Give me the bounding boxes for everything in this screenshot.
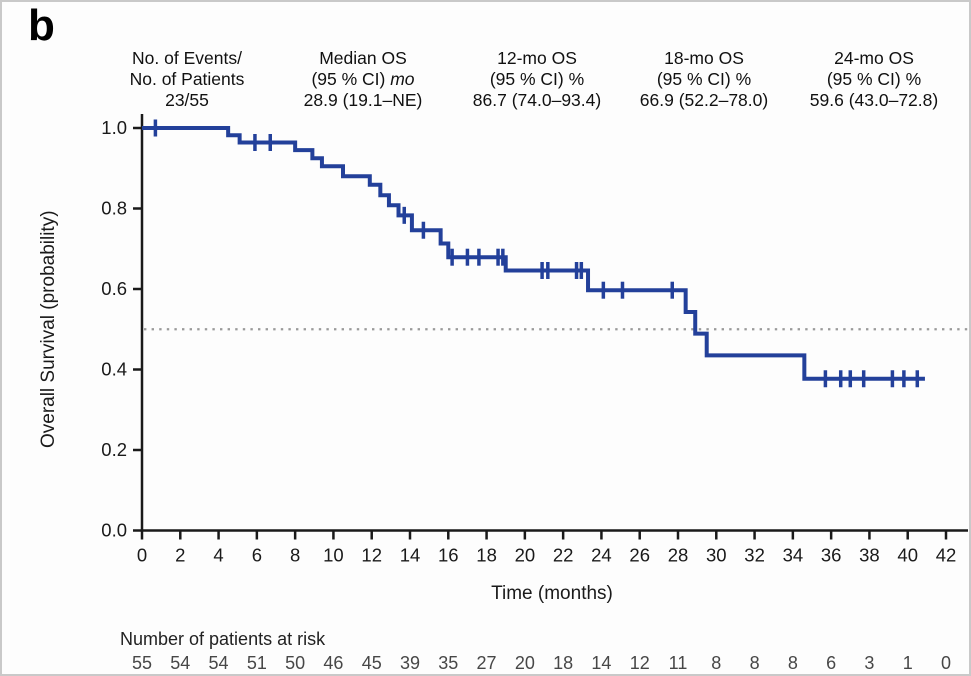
x-tick-label: 12 (361, 545, 382, 566)
stat-median-ci-prefix: (95 % CI) (311, 69, 391, 89)
stat-12mo-value: 86.7 (74.0–93.4) (472, 90, 602, 110)
risk-count: 11 (669, 653, 688, 673)
risk-count: 8 (711, 653, 721, 673)
stat-18mo-ci-label: (95 % CI) % (656, 69, 752, 89)
km-curve (142, 126, 925, 381)
risk-count: 1 (903, 653, 913, 673)
stat-12mo-ci-label: (95 % CI) % (489, 69, 585, 89)
stat-median-ci-unit: mo (390, 69, 415, 89)
risk-count: 8 (750, 653, 760, 673)
y-axis-title: Overall Survival (probability) (38, 210, 59, 448)
x-tick-label: 18 (476, 545, 497, 566)
risk-count: 54 (209, 653, 229, 673)
x-tick-label: 10 (323, 545, 344, 566)
stat-events-line1: No. of Events/ (132, 48, 242, 68)
stat-events-value: 23/55 (165, 90, 209, 110)
risk-count: 0 (941, 653, 951, 673)
stat-col-12mo-os: 12-mo OS (95 % CI) % 86.7 (74.0–93.4) (437, 48, 637, 111)
stat-12mo-title: 12-mo OS (497, 48, 577, 68)
stat-events-line2: No. of Patients (129, 69, 245, 89)
x-tick-label: 16 (438, 545, 459, 566)
x-tick-label: 26 (629, 545, 650, 566)
stat-median-ci-label: (95 % CI) mo (263, 69, 463, 90)
stat-18mo-value: 66.9 (52.2–78.0) (639, 90, 769, 110)
risk-count: 51 (247, 653, 267, 673)
panel-label: b (28, 1, 55, 50)
x-tick-label: 8 (290, 545, 300, 566)
risk-table-label: Number of patients at risk (120, 629, 326, 649)
axes (140, 114, 968, 532)
stat-median-value: 28.9 (19.1–NE) (303, 90, 423, 110)
x-tick-label: 2 (175, 545, 185, 566)
stat-median-title: Median OS (319, 48, 407, 68)
stat-col-18mo-os: 18-mo OS (95 % CI) % 66.9 (52.2–78.0) (604, 48, 804, 111)
risk-count: 6 (826, 653, 836, 673)
stat-18mo-title: 18-mo OS (664, 48, 744, 68)
y-tick-label: 0.2 (101, 439, 127, 460)
risk-count: 8 (788, 653, 798, 673)
risk-count: 18 (553, 653, 573, 673)
x-tick-label: 42 (936, 545, 957, 566)
y-tick-label: 0.8 (101, 198, 127, 219)
x-tick-label: 28 (668, 545, 689, 566)
x-tick-label: 4 (213, 545, 223, 566)
stat-24mo-ci-label: (95 % CI) % (826, 69, 922, 89)
stat-col-median-os: Median OS (95 % CI) mo 28.9 (19.1–NE) (263, 48, 463, 111)
x-tick-label: 14 (400, 545, 421, 566)
risk-count: 39 (400, 653, 420, 673)
x-tick-label: 32 (744, 545, 765, 566)
x-tick-label: 6 (252, 545, 262, 566)
stat-24mo-value: 59.6 (43.0–72.8) (809, 90, 939, 110)
y-tick-label: 0.0 (101, 520, 127, 541)
risk-count: 14 (591, 653, 611, 673)
risk-table: Number of patients at risk 55 54 54 51 50 46 45… (120, 629, 951, 673)
x-tick-label: 24 (591, 545, 612, 566)
risk-count: 12 (630, 653, 650, 673)
x-tick-label: 30 (706, 545, 727, 566)
y-axis-ticks: 0.0 0.2 0.4 0.6 0.8 1.0 (101, 117, 142, 541)
risk-count: 35 (438, 653, 458, 673)
x-axis-title: Time (months) (491, 583, 613, 604)
risk-count: 45 (362, 653, 382, 673)
stat-col-events: No. of Events/ No. of Patients 23/55 (97, 48, 277, 111)
risk-count: 50 (285, 653, 305, 673)
stat-col-24mo-os: 24-mo OS (95 % CI) % 59.6 (43.0–72.8) (774, 48, 969, 111)
x-tick-label: 40 (897, 545, 918, 566)
risk-count: 54 (170, 653, 190, 673)
x-tick-label: 0 (137, 545, 147, 566)
risk-count: 55 (132, 653, 152, 673)
risk-count: 20 (515, 653, 535, 673)
x-tick-label: 36 (821, 545, 842, 566)
x-axis-ticks: 0 2 4 6 8 10 12 14 16 18 20 22 24 26 28 30 32 34 36 38 40 42 (137, 530, 957, 566)
y-tick-label: 0.6 (101, 278, 127, 299)
censor-marks (153, 119, 920, 388)
risk-count: 3 (864, 653, 874, 673)
y-tick-label: 1.0 (101, 117, 127, 138)
risk-count: 27 (477, 653, 497, 673)
risk-count: 46 (323, 653, 343, 673)
stat-24mo-title: 24-mo OS (834, 48, 914, 68)
x-tick-label: 34 (783, 545, 804, 566)
x-tick-label: 20 (515, 545, 536, 566)
y-tick-label: 0.4 (101, 359, 127, 380)
x-tick-label: 22 (553, 545, 574, 566)
x-tick-label: 38 (859, 545, 880, 566)
